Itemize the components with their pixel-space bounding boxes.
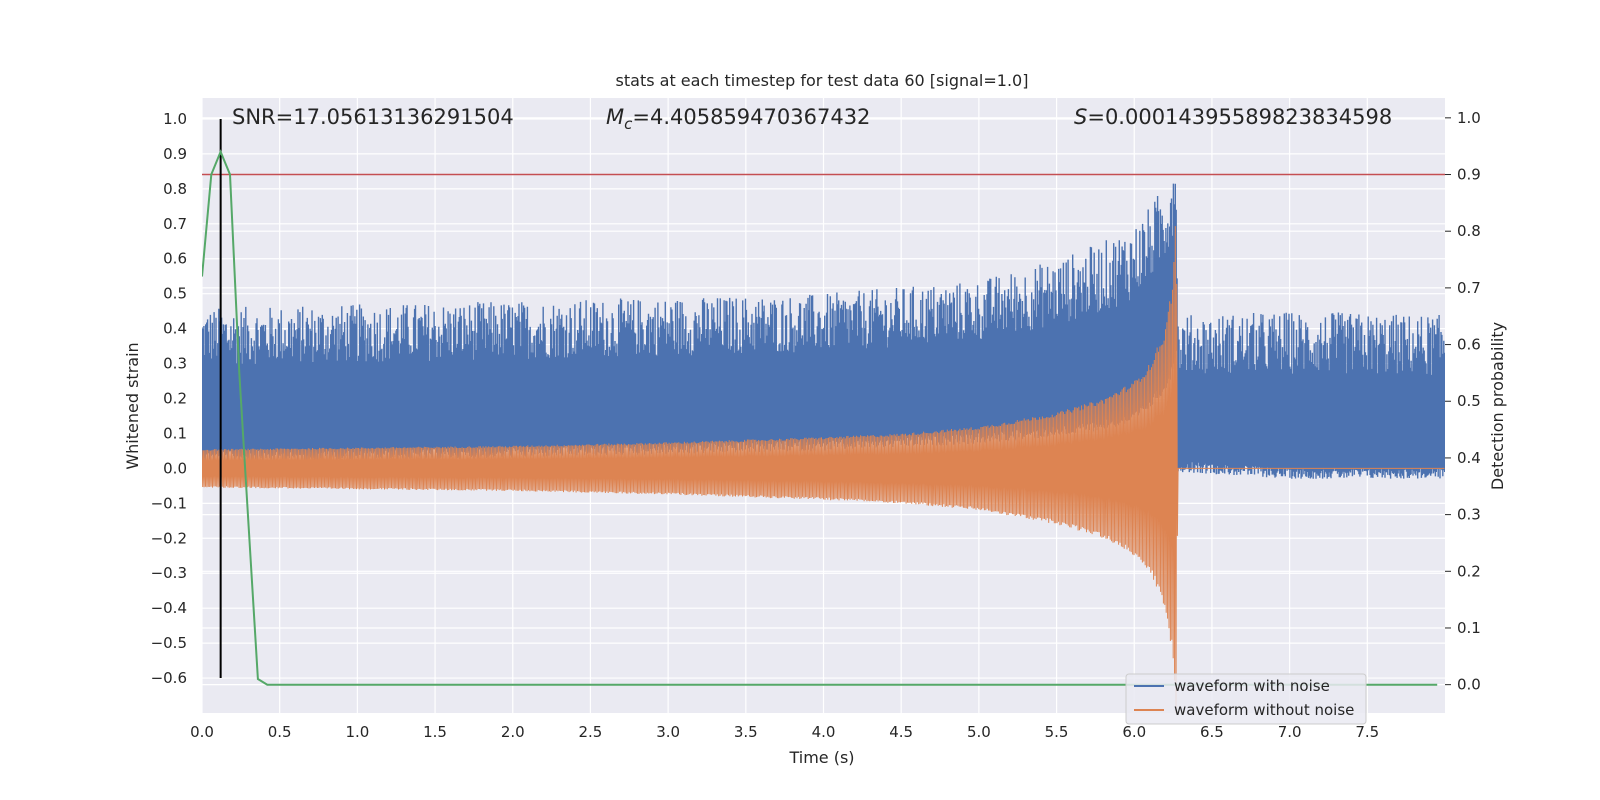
legend: waveform with noise waveform without noi… <box>1125 673 1367 725</box>
y-axis-label-right: Detection probability <box>1488 322 1507 490</box>
y-tick-label-right: 0.7 <box>1457 279 1481 297</box>
x-tick-label: 0.0 <box>190 723 214 741</box>
x-tick-label: 4.5 <box>889 723 913 741</box>
s-annotation: S=0.00014395589823834598 <box>1074 105 1392 129</box>
y-tick-label-left: 0.9 <box>163 145 187 163</box>
mc-subscript: c <box>624 115 633 133</box>
x-tick-label: 7.5 <box>1355 723 1379 741</box>
x-tick-label: 0.5 <box>268 723 292 741</box>
x-tick-label: 3.5 <box>734 723 758 741</box>
x-tick-label: 5.5 <box>1045 723 1069 741</box>
y-tick-label-left: 0.4 <box>163 320 187 338</box>
y-tick-label-left: −0.6 <box>151 669 187 687</box>
mc-value: =4.405859470367432 <box>632 105 870 129</box>
y-tick-label-right: 0.4 <box>1457 449 1481 467</box>
x-tick-label: 2.0 <box>501 723 525 741</box>
x-tick-label: 1.0 <box>345 723 369 741</box>
snr-annotation: SNR=17.05613136291504 <box>232 105 514 129</box>
y-tick-label-left: 0.6 <box>163 250 187 268</box>
x-tick-label: 3.0 <box>656 723 680 741</box>
x-tick-label: 2.5 <box>579 723 603 741</box>
y-tick-label-left: −0.3 <box>151 564 187 582</box>
x-tick-label: 5.0 <box>967 723 991 741</box>
y-tick-label-left: −0.2 <box>151 529 187 547</box>
y-tick-label-right: 0.5 <box>1457 392 1481 410</box>
x-tick-label: 7.0 <box>1278 723 1302 741</box>
x-tick-label: 1.5 <box>423 723 447 741</box>
series-waveform-without-noise <box>202 226 1445 713</box>
y-tick-label-right: 1.0 <box>1457 109 1481 127</box>
y-tick-label-right: 0.6 <box>1457 336 1481 354</box>
legend-label-clean: waveform without noise <box>1174 701 1354 719</box>
y-axis-label-left: Whitened strain <box>123 342 142 469</box>
x-tick-label: 6.5 <box>1200 723 1224 741</box>
x-tick-label: 4.0 <box>812 723 836 741</box>
y-tick-label-right: 0.1 <box>1457 619 1481 637</box>
s-symbol: S <box>1074 105 1087 129</box>
y-tick-label-right: 0.9 <box>1457 166 1481 184</box>
y-tick-label-left: 0.2 <box>163 390 187 408</box>
y-tick-label-right: 0.3 <box>1457 506 1481 524</box>
y-tick-label-left: 0.8 <box>163 180 187 198</box>
y-tick-label-left: 0.0 <box>163 459 187 477</box>
y-tick-label-right: 0.0 <box>1457 676 1481 694</box>
x-tick-label: 6.0 <box>1122 723 1146 741</box>
y-tick-label-left: −0.1 <box>151 494 187 512</box>
y-tick-label-right: 0.8 <box>1457 222 1481 240</box>
y-tick-label-left: 1.0 <box>163 110 187 128</box>
series-detection-probability <box>202 149 1438 686</box>
y-tick-label-left: 0.5 <box>163 285 187 303</box>
legend-label-noise: waveform with noise <box>1174 677 1330 695</box>
mc-symbol: M <box>606 105 624 129</box>
y-tick-label-left: −0.5 <box>151 634 187 652</box>
y-tick-label-left: 0.1 <box>163 424 187 442</box>
y-tick-label-left: −0.4 <box>151 599 187 617</box>
y-tick-label-right: 0.2 <box>1457 562 1481 580</box>
mc-annotation: Mc=4.405859470367432 <box>606 105 870 133</box>
x-axis-label: Time (s) <box>788 748 854 767</box>
y-tick-label-left: 0.7 <box>163 215 187 233</box>
chart-title: stats at each timestep for test data 60 … <box>616 71 1029 90</box>
axes: 0.0 0.5 1.0 1.5 2.0 2.5 3.0 3.5 4.0 4.5 5.0 5.5 6.0 6… <box>151 109 1481 741</box>
s-value: =0.00014395589823834598 <box>1087 105 1392 129</box>
series-layer <box>202 118 1445 713</box>
y-tick-label-left: 0.3 <box>163 355 187 373</box>
legend-box <box>1125 673 1367 725</box>
